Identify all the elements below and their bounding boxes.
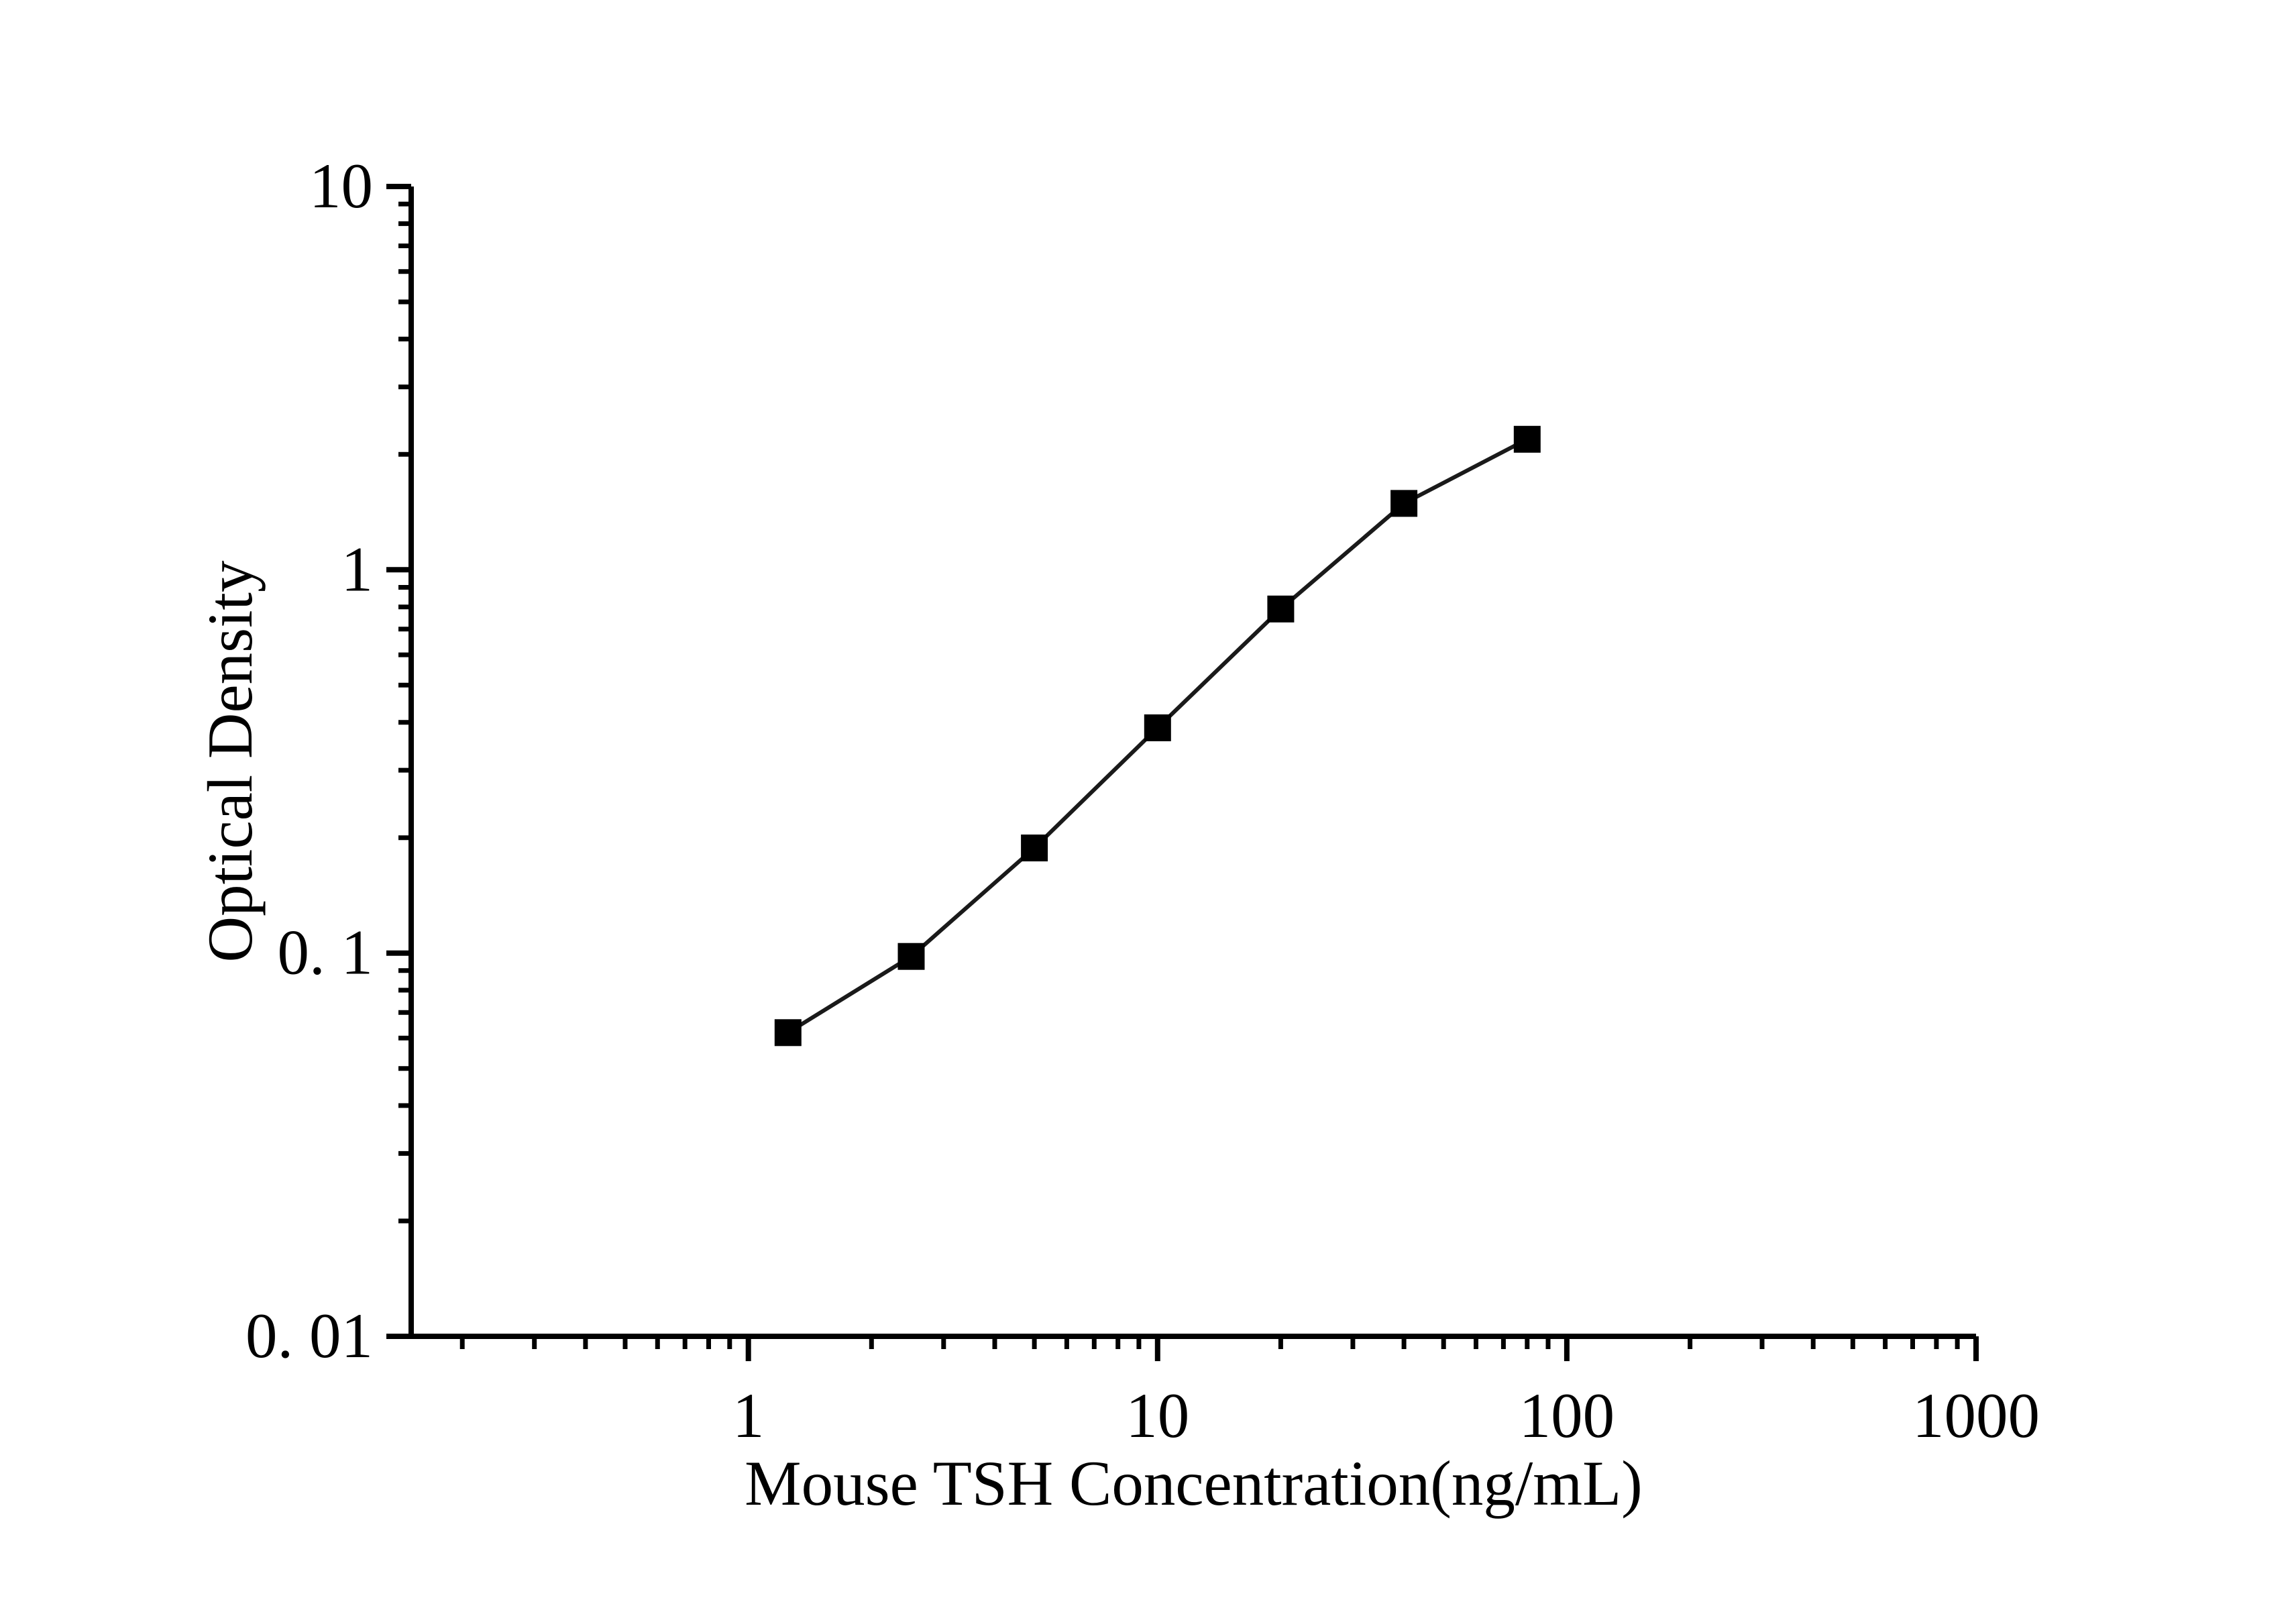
x-tick-label: 10 <box>1126 1380 1189 1451</box>
y-axis-major-ticks: 10 1 0. 1 0. 01 <box>245 150 411 1371</box>
y-tick-label: 1 <box>341 533 374 604</box>
data-point-marker <box>1390 490 1418 517</box>
x-axis-title: Mouse TSH Concentration(ng/mL) <box>745 1448 1643 1519</box>
y-axis-title: Optical Density <box>195 560 266 962</box>
y-tick-label: 0. 01 <box>245 1300 373 1371</box>
x-tick-label: 1 <box>732 1380 765 1451</box>
x-axis-major-ticks: 1 10 100 1000 <box>732 1336 2040 1451</box>
y-axis-minor-ticks <box>398 201 411 1224</box>
data-point-marker <box>1513 425 1541 453</box>
x-tick-label: 100 <box>1519 1380 1615 1451</box>
data-point-marker <box>1267 595 1295 623</box>
x-tick-label: 1000 <box>1912 1380 2040 1451</box>
data-point-marker <box>774 1019 802 1047</box>
data-point-marker <box>1144 714 1171 741</box>
data-point-marker <box>1021 835 1048 861</box>
x-axis-minor-ticks <box>459 1336 1960 1349</box>
data-point-marker <box>897 943 925 970</box>
y-tick-label: 0. 1 <box>278 917 374 988</box>
series-markers <box>774 425 1541 1047</box>
y-tick-label: 10 <box>309 150 373 221</box>
